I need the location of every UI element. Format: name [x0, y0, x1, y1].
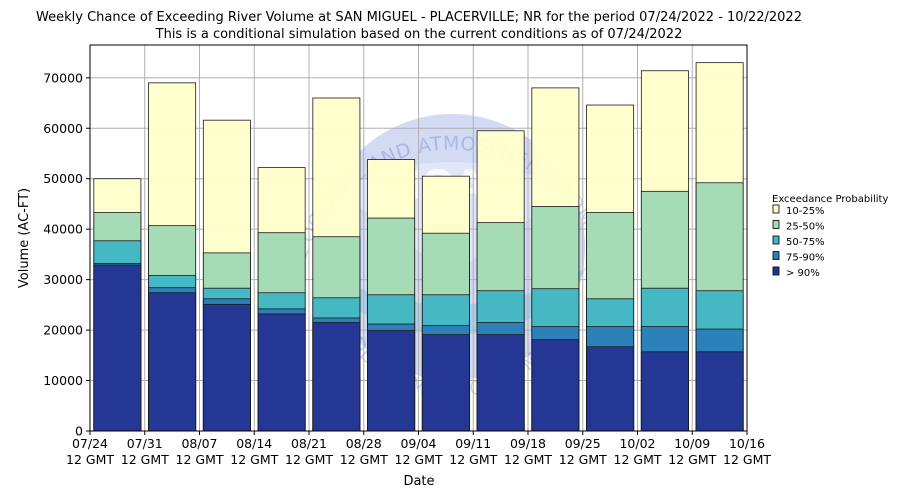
y-tick-label: 10000 — [43, 373, 83, 388]
bar-segment — [476, 334, 525, 432]
x-axis-label: Date — [403, 474, 434, 489]
y-tick-label: 0 — [75, 424, 83, 439]
legend-label: 10-25% — [786, 206, 825, 217]
x-tick-date: 08/21 — [291, 436, 327, 451]
x-tick-time: 12 GMT — [614, 452, 662, 467]
x-tick-date: 07/31 — [127, 436, 163, 451]
legend-swatch — [772, 220, 780, 229]
x-tick-date: 08/28 — [346, 436, 382, 451]
x-tick-date: 09/18 — [510, 436, 546, 451]
x-tick-date: 10/16 — [729, 436, 765, 451]
bar-segment — [640, 351, 689, 432]
x-tick-date: 09/25 — [565, 436, 601, 451]
x-tick-date: 07/24 — [72, 436, 108, 451]
x-tick-date: 10/02 — [619, 436, 655, 451]
x-tick-date: 09/11 — [455, 436, 491, 451]
bar-segment — [367, 330, 416, 432]
bar-segment — [312, 322, 361, 432]
y-axis-ticks: 0 10000 20000 30000 40000 50000 60000 70000 — [43, 70, 90, 439]
x-tick-date: 10/09 — [674, 436, 710, 451]
x-tick-date: 09/04 — [400, 436, 436, 451]
x-tick-time: 12 GMT — [176, 452, 224, 467]
bars — [93, 62, 744, 432]
chart-subtitle: This is a conditional simulation based o… — [155, 27, 683, 42]
legend-label: > 90% — [786, 268, 820, 279]
bar-segment — [421, 334, 470, 432]
x-tick-time: 12 GMT — [66, 452, 114, 467]
y-tick-label: 70000 — [43, 70, 83, 85]
legend-title: Exceedance Probability — [772, 194, 888, 205]
legend-label: 25-50% — [786, 222, 825, 233]
x-tick-time: 12 GMT — [668, 452, 716, 467]
x-tick-date: 08/14 — [236, 436, 272, 451]
x-tick-time: 12 GMT — [449, 452, 497, 467]
x-tick-time: 12 GMT — [340, 452, 388, 467]
legend-swatch — [772, 251, 780, 260]
legend-swatch — [772, 235, 780, 245]
chart-title: Weekly Chance of Exceeding River Volume … — [36, 10, 802, 25]
bar-segment — [695, 351, 744, 432]
grid-lines — [90, 45, 747, 431]
bar-segment — [586, 346, 635, 432]
bar-segment — [202, 303, 251, 432]
y-tick-label: 30000 — [43, 272, 83, 287]
y-tick-label: 60000 — [43, 121, 83, 136]
y-tick-label: 50000 — [43, 171, 83, 186]
bar-segment — [257, 313, 306, 432]
x-tick-date: 08/07 — [181, 436, 217, 451]
x-tick-time: 12 GMT — [121, 452, 169, 467]
x-tick-time: 12 GMT — [723, 452, 771, 467]
legend-label: 75-90% — [786, 253, 825, 264]
y-axis-label: Volume (AC-FT) — [17, 188, 32, 288]
y-tick-label: 40000 — [43, 222, 83, 237]
bar-segment — [148, 292, 197, 432]
x-tick-time: 12 GMT — [230, 452, 278, 467]
legend-swatch — [772, 204, 780, 214]
y-tick-label: 20000 — [43, 323, 83, 338]
legend-swatch — [772, 266, 780, 276]
legend-label: 50-75% — [786, 237, 825, 248]
x-tick-time: 12 GMT — [504, 452, 552, 467]
bar-segment — [93, 264, 142, 432]
x-tick-time: 12 GMT — [559, 452, 607, 467]
x-tick-time: 12 GMT — [285, 452, 333, 467]
bar-segment — [531, 339, 580, 432]
x-tick-time: 12 GMT — [395, 452, 443, 467]
legend: Exceedance Probability 10-25% 25-50% 50-75… — [772, 194, 888, 279]
